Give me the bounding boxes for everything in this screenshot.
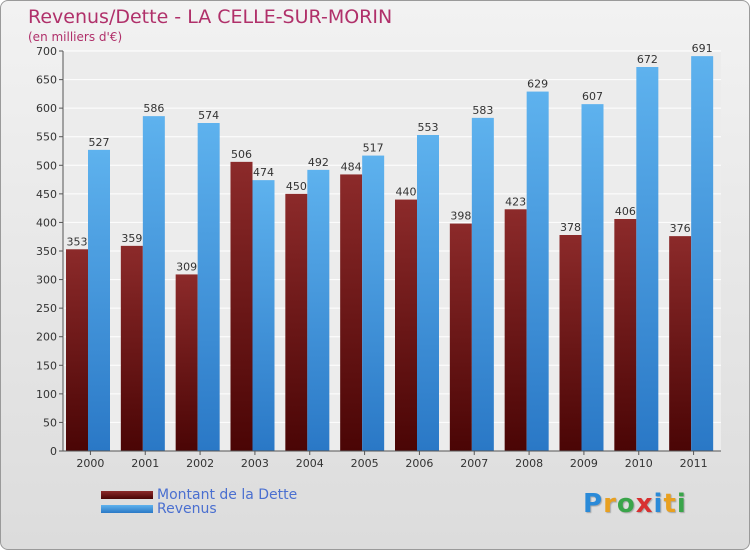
x-tick-label: 2010	[625, 457, 653, 470]
x-tick-label: 2002	[186, 457, 214, 470]
bar-revenus	[362, 155, 385, 452]
data-label-revenus: 583	[472, 104, 493, 117]
data-label-revenus: 492	[308, 156, 329, 169]
y-tick-label: 50	[43, 416, 57, 429]
x-tick-label: 2009	[570, 457, 598, 470]
data-label-revenus: 517	[363, 142, 384, 155]
bar-dette	[66, 249, 88, 451]
y-tick-label: 450	[36, 188, 57, 201]
bar-revenus	[636, 67, 659, 451]
bar-revenus	[471, 117, 494, 451]
bar-revenus	[88, 149, 110, 451]
data-label-dette: 506	[231, 148, 252, 161]
data-label-revenus: 527	[89, 136, 110, 149]
logo-letter: i	[676, 489, 687, 519]
data-label-revenus: 553	[418, 121, 439, 134]
x-tick-label: 2000	[76, 457, 104, 470]
y-tick-label: 300	[36, 274, 57, 287]
bar-dette	[285, 193, 308, 451]
bar-dette	[449, 223, 472, 451]
data-label-dette: 406	[615, 205, 636, 218]
y-tick-label: 700	[36, 45, 57, 58]
bar-revenus	[581, 104, 604, 452]
chart-subtitle: (en milliers d'€)	[28, 30, 123, 44]
data-label-revenus: 672	[637, 53, 658, 66]
bar-dette	[669, 236, 692, 451]
y-tick-label: 0	[50, 445, 57, 458]
bar-dette	[395, 199, 417, 451]
y-tick-label: 200	[36, 331, 57, 344]
x-tick-label: 2003	[241, 457, 269, 470]
data-label-dette: 378	[560, 221, 581, 234]
y-tick-label: 150	[36, 359, 57, 372]
x-tick-label: 2005	[351, 457, 379, 470]
x-tick-label: 2004	[296, 457, 324, 470]
logo-letter: i	[653, 489, 664, 519]
data-label-revenus: 474	[253, 166, 274, 179]
data-label-dette: 440	[396, 186, 417, 199]
logo-letter: x	[635, 489, 654, 519]
bar-revenus	[417, 135, 439, 451]
bar-revenus	[691, 56, 714, 452]
y-tick-label: 500	[36, 159, 57, 172]
data-label-revenus: 607	[582, 90, 603, 103]
bar-revenus	[526, 91, 549, 452]
data-label-dette: 398	[450, 210, 471, 223]
x-tick-label: 2011	[680, 457, 708, 470]
data-label-revenus: 574	[198, 109, 219, 122]
legend: Montant de la Dette Revenus	[101, 488, 297, 516]
logo-letter: t	[663, 489, 677, 519]
data-label-revenus: 629	[527, 78, 548, 91]
data-label-revenus: 691	[692, 42, 713, 55]
legend-item-dette: Montant de la Dette	[101, 488, 297, 502]
y-tick-label: 650	[36, 74, 57, 87]
x-tick-label: 2007	[460, 457, 488, 470]
legend-swatch-dette	[101, 491, 153, 499]
bar-revenus	[197, 123, 220, 451]
bar-dette	[504, 209, 527, 451]
data-label-dette: 450	[286, 180, 307, 193]
y-tick-label: 400	[36, 216, 57, 229]
bar-revenus	[307, 169, 330, 451]
bar-dette	[175, 274, 198, 451]
data-label-dette: 353	[67, 235, 88, 248]
y-tick-label: 350	[36, 245, 57, 258]
bar-dette	[120, 245, 143, 451]
legend-label-dette: Montant de la Dette	[157, 487, 298, 503]
chart-title: Revenus/Dette - LA CELLE-SUR-MORIN	[28, 6, 393, 28]
data-label-revenus: 586	[143, 102, 164, 115]
bar-revenus	[142, 116, 165, 452]
bar-dette	[230, 161, 253, 451]
y-tick-label: 100	[36, 388, 57, 401]
legend-label-revenus: Revenus	[157, 501, 217, 517]
data-label-dette: 423	[505, 195, 526, 208]
bar-dette	[559, 235, 582, 451]
proxiti-logo: Proxiti	[583, 489, 687, 519]
bar-dette	[340, 174, 363, 451]
legend-swatch-revenus	[101, 505, 153, 513]
logo-letter: o	[616, 489, 636, 519]
x-tick-label: 2006	[405, 457, 433, 470]
x-tick-label: 2008	[515, 457, 543, 470]
y-tick-label: 550	[36, 131, 57, 144]
y-tick-label: 600	[36, 102, 57, 115]
logo-letter: r	[603, 489, 617, 519]
data-label-dette: 309	[176, 260, 197, 273]
bar-revenus	[252, 180, 275, 451]
bar-dette	[614, 219, 637, 451]
y-tick-label: 250	[36, 302, 57, 315]
data-label-dette: 376	[670, 222, 691, 235]
logo-letter: P	[583, 489, 604, 519]
legend-item-revenus: Revenus	[101, 502, 297, 516]
data-label-dette: 359	[121, 232, 142, 245]
x-tick-label: 2001	[131, 457, 159, 470]
data-label-dette: 484	[341, 160, 362, 173]
